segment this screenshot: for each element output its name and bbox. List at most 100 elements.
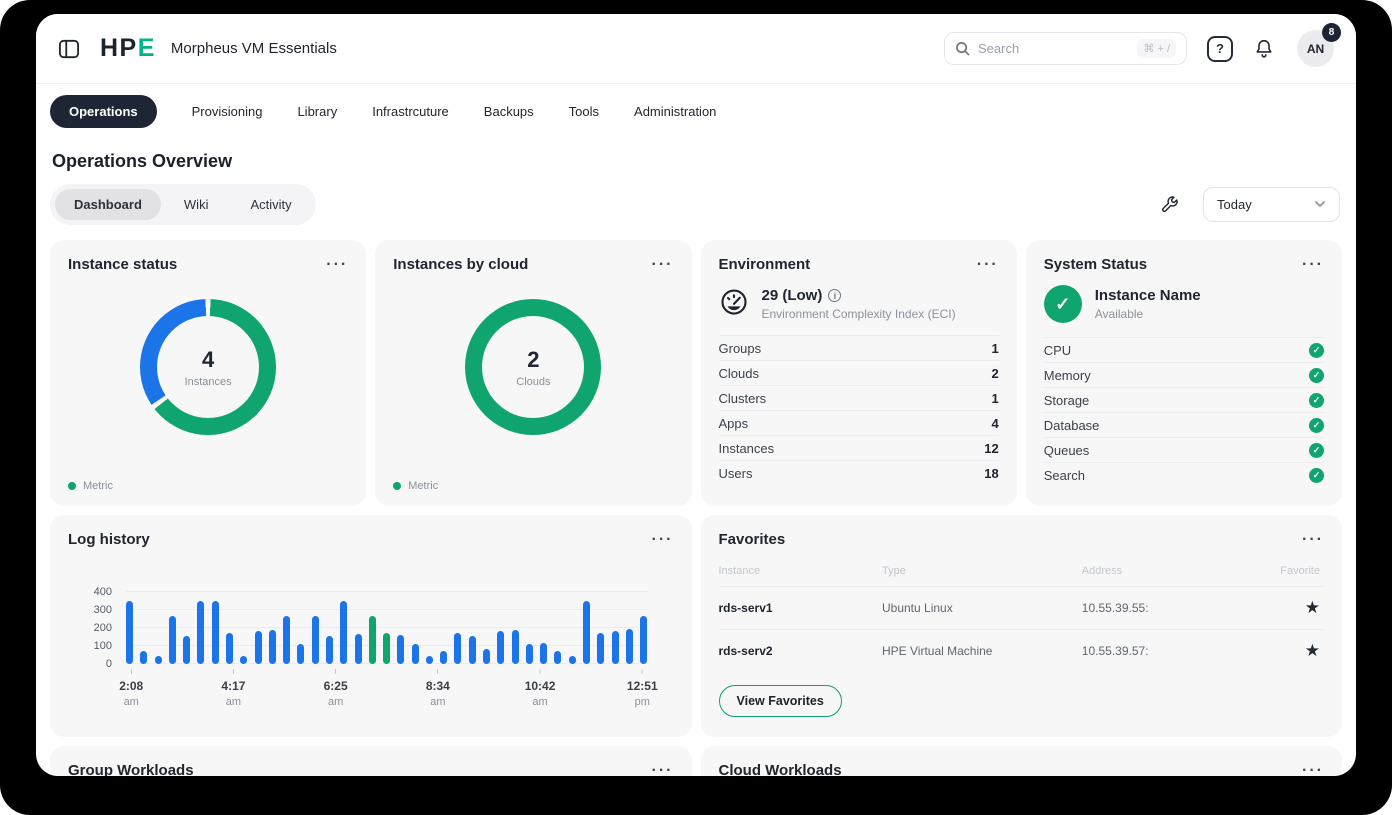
favorites-header: Instance Type Address Favorite bbox=[719, 556, 1325, 586]
log-history-chart: 400 300 200 100 0 2:08 am 4:17 am 6:25 am 8… bbox=[94, 586, 658, 713]
period-dropdown[interactable]: Today bbox=[1203, 186, 1340, 222]
y-axis-label: 200 bbox=[93, 622, 112, 634]
favorite-star-icon[interactable]: ★ bbox=[1251, 598, 1324, 618]
status-row: CPU ✓ bbox=[1043, 337, 1324, 362]
customize-wrench-icon[interactable] bbox=[1160, 195, 1179, 214]
tab-dashboard[interactable]: Dashboard bbox=[55, 188, 161, 220]
row-label: Instances bbox=[718, 440, 775, 456]
column-header: Type bbox=[881, 565, 906, 577]
group-workloads-card: Group Workloads ··· bbox=[50, 746, 692, 776]
log-bar bbox=[468, 636, 476, 664]
log-bar bbox=[611, 630, 619, 664]
donut-value: 4 bbox=[202, 346, 215, 372]
type-cell: HPE Virtual Machine bbox=[881, 644, 993, 658]
chart-legend: Metric bbox=[393, 480, 438, 492]
search-icon bbox=[956, 42, 970, 56]
favorites-card: Favorites ··· Instance Type Address Favo… bbox=[700, 515, 1342, 737]
notifications-bell-icon[interactable] bbox=[1253, 38, 1275, 60]
log-bar bbox=[454, 633, 462, 664]
environment-row: Apps 4 bbox=[718, 410, 999, 435]
log-bars bbox=[126, 592, 648, 664]
log-bar bbox=[640, 616, 648, 664]
nav-tab-administration[interactable]: Administration bbox=[634, 104, 717, 119]
search-box[interactable]: ⌘ + / bbox=[944, 32, 1187, 65]
row-label: Clouds bbox=[718, 365, 759, 381]
log-bar bbox=[126, 601, 133, 664]
card-menu-button[interactable]: ··· bbox=[1302, 761, 1324, 776]
sidebar-toggle-icon[interactable] bbox=[58, 39, 80, 59]
check-icon: ✓ bbox=[1309, 442, 1324, 458]
card-menu-button[interactable]: ··· bbox=[976, 255, 999, 273]
check-icon: ✓ bbox=[1309, 392, 1324, 408]
nav-tab-library[interactable]: Library bbox=[297, 104, 338, 119]
log-bar bbox=[597, 633, 605, 664]
log-bar bbox=[140, 651, 148, 664]
log-bar bbox=[440, 651, 448, 664]
help-button[interactable]: ? bbox=[1207, 35, 1233, 62]
instance-cell: rds-serv2 bbox=[718, 644, 773, 658]
nav-tab-tools[interactable]: Tools bbox=[568, 104, 600, 119]
log-bar bbox=[225, 633, 233, 664]
environment-row: Users 18 bbox=[718, 460, 999, 485]
nav-tab-infrastructure[interactable]: Infrastrcuture bbox=[372, 104, 449, 119]
chevron-down-icon bbox=[1315, 201, 1325, 208]
log-bar bbox=[240, 655, 248, 664]
top-bar-right: ⌘ + / ? AN 8 bbox=[944, 23, 1341, 67]
card-menu-button[interactable]: ··· bbox=[1302, 530, 1324, 548]
top-bar: HPE Morpheus VM Essentials ⌘ + / ? AN 8 bbox=[36, 14, 1356, 84]
cards-row-2: Log history ··· 400 300 200 100 0 bbox=[50, 515, 1342, 737]
row-label: CPU bbox=[1043, 342, 1072, 358]
card-title: Log history bbox=[68, 531, 150, 548]
card-menu-button[interactable]: ··· bbox=[651, 255, 674, 273]
view-favorites-button[interactable]: View Favorites bbox=[718, 685, 842, 717]
y-axis-label: 0 bbox=[105, 658, 112, 670]
favorite-star-icon[interactable]: ★ bbox=[1251, 641, 1324, 661]
card-title: Instances by cloud bbox=[393, 256, 529, 273]
info-icon[interactable]: i bbox=[828, 289, 842, 302]
subtab-group: Dashboard Wiki Activity bbox=[50, 183, 316, 225]
avatar[interactable]: AN 8 bbox=[1297, 23, 1341, 67]
eci-value: 29 (Low) bbox=[761, 287, 823, 304]
log-bar bbox=[325, 636, 333, 664]
card-menu-button[interactable]: ··· bbox=[326, 255, 349, 273]
search-input[interactable] bbox=[978, 41, 1138, 56]
log-bar bbox=[425, 655, 433, 664]
type-cell: Ubuntu Linux bbox=[881, 601, 953, 615]
status-row: Queues ✓ bbox=[1043, 437, 1324, 462]
log-bar bbox=[540, 643, 548, 664]
legend-dot bbox=[393, 482, 402, 490]
nav-tab-provisioning[interactable]: Provisioning bbox=[191, 104, 263, 119]
row-label: Database bbox=[1043, 417, 1100, 433]
tab-activity[interactable]: Activity bbox=[250, 196, 292, 212]
legend-label: Metric bbox=[83, 480, 113, 492]
tab-wiki[interactable]: Wiki bbox=[183, 196, 209, 212]
log-history-card: Log history ··· 400 300 200 100 0 bbox=[50, 515, 692, 737]
card-title: Favorites bbox=[718, 531, 786, 548]
card-menu-button[interactable]: ··· bbox=[1302, 255, 1324, 273]
row-value: 2 bbox=[991, 365, 999, 381]
nav-tab-backups[interactable]: Backups bbox=[483, 104, 534, 119]
instance-status-card: Instance status ··· 4 Instances Metric bbox=[50, 240, 367, 506]
log-bar bbox=[340, 601, 348, 664]
log-bar bbox=[397, 635, 405, 664]
log-bar bbox=[183, 636, 191, 664]
card-menu-button[interactable]: ··· bbox=[651, 530, 674, 548]
donut-label: Clouds bbox=[516, 375, 551, 388]
nav-tab-operations[interactable]: Operations bbox=[50, 95, 157, 128]
status-row: Memory ✓ bbox=[1043, 362, 1324, 387]
card-title: Group Workloads bbox=[68, 762, 194, 776]
card-menu-button[interactable]: ··· bbox=[651, 761, 674, 776]
row-value: 12 bbox=[984, 440, 999, 456]
x-tick: 10:42 am bbox=[525, 669, 555, 708]
log-bar bbox=[511, 629, 519, 664]
status-availability: Available bbox=[1094, 307, 1144, 321]
system-status-card: System Status ··· ✓ Instance Name Availa… bbox=[1025, 240, 1342, 506]
x-tick: 8:34 am bbox=[426, 669, 450, 708]
card-title: Instance status bbox=[68, 256, 178, 273]
row-label: Apps bbox=[718, 415, 749, 431]
status-row: Search ✓ bbox=[1043, 462, 1324, 487]
address-cell: 10.55.39.55: bbox=[1081, 601, 1149, 615]
x-axis: 2:08 am 4:17 am 6:25 am 8:34 am 10:42 am 12:5… bbox=[119, 669, 658, 713]
card-title: Cloud Workloads bbox=[718, 762, 842, 776]
log-bar bbox=[168, 616, 176, 664]
